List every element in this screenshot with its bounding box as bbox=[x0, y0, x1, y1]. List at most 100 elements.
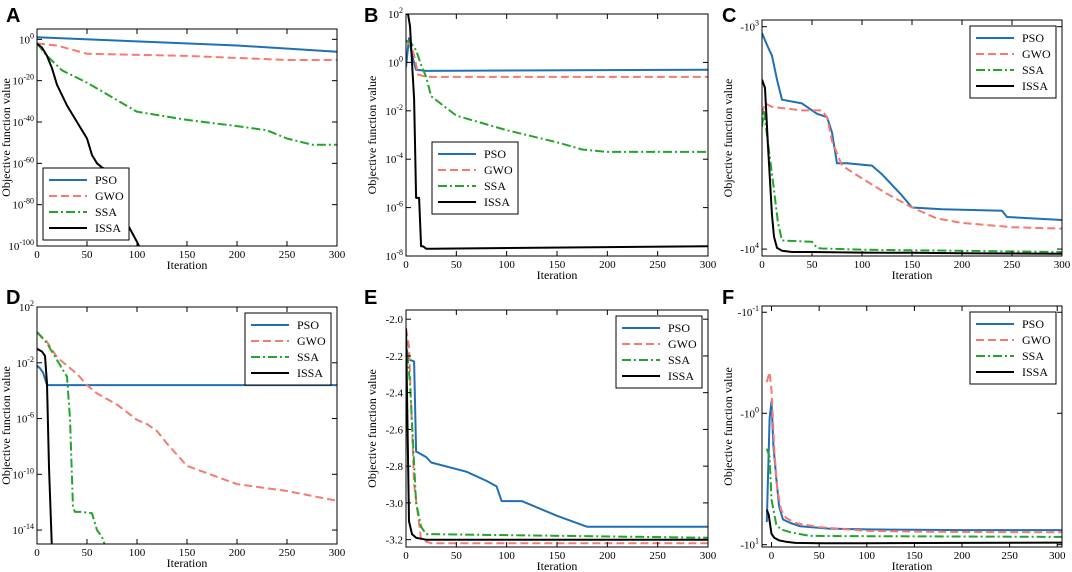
x-tick-label: 250 bbox=[649, 259, 666, 271]
y-tick-label: -3.0 bbox=[386, 498, 404, 510]
x-tick-label: 50 bbox=[82, 547, 94, 559]
x-tick-label: 200 bbox=[599, 550, 616, 562]
plot-frame bbox=[761, 305, 1063, 548]
series-group bbox=[762, 32, 1062, 255]
legend: PSO GWO SSA ISSA bbox=[42, 167, 130, 241]
x-tick-label: 250 bbox=[1001, 550, 1018, 562]
series-ssa-line bbox=[37, 331, 106, 544]
legend-label-gwo: GWO bbox=[95, 189, 124, 203]
y-tick-label: -2.4 bbox=[386, 388, 404, 400]
x-tick-label: 0 bbox=[769, 550, 775, 562]
x-tick-label: 50 bbox=[451, 550, 463, 562]
y-tick-label: -2.2 bbox=[386, 351, 403, 363]
x-tick-label: 0 bbox=[759, 259, 765, 271]
y-axis-label: Objective function value bbox=[721, 367, 735, 486]
y-tick-label: -10-1 bbox=[738, 304, 759, 319]
x-axis-label: Iteration bbox=[167, 258, 208, 272]
panel-letter: B bbox=[364, 5, 378, 27]
legend-label-ssa: SSA bbox=[95, 205, 117, 219]
series-ssa-line bbox=[406, 337, 708, 539]
legend-label-pso: PSO bbox=[95, 173, 117, 187]
series-issa-line bbox=[406, 14, 708, 250]
series-gwo-line bbox=[37, 331, 337, 502]
legend-label-ssa: SSA bbox=[1022, 63, 1044, 77]
y-tick-label: 10-60 bbox=[12, 155, 34, 170]
series-group bbox=[765, 371, 1062, 545]
legend-label-pso: PSO bbox=[297, 318, 319, 332]
y-tick-label: 10-10 bbox=[12, 466, 34, 481]
x-tick-label: 100 bbox=[129, 547, 146, 559]
series-ssa-line bbox=[762, 109, 1062, 253]
legend-label-pso: PSO bbox=[1022, 31, 1044, 45]
x-tick-label: 250 bbox=[279, 249, 296, 261]
x-tick-label: 300 bbox=[700, 550, 717, 562]
legend: PSO GWO SSA ISSA bbox=[431, 141, 519, 215]
legend-label-pso: PSO bbox=[484, 147, 506, 161]
y-tick-label: 102 bbox=[388, 6, 403, 21]
y-tick-label: -101 bbox=[740, 537, 759, 552]
panel-letter: F bbox=[722, 287, 734, 309]
panel-f: F 0 50 100 150 200 250 300 -10-1 -100 -101 Iteratio… bbox=[721, 287, 1066, 572]
legend: PSO GWO SSA ISSA bbox=[615, 315, 703, 389]
x-tick-label: 50 bbox=[451, 259, 463, 271]
panel-letter: C bbox=[722, 5, 736, 27]
legend: PSO GWO SSA ISSA bbox=[969, 25, 1057, 99]
x-tick-label: 100 bbox=[859, 550, 876, 562]
x-tick-label: 150 bbox=[906, 550, 923, 562]
y-tick-label: 10-20 bbox=[12, 73, 34, 88]
legend-label-issa: ISSA bbox=[95, 221, 121, 235]
series-pso-line bbox=[37, 364, 337, 387]
x-tick-label: 250 bbox=[279, 547, 296, 559]
legend-label-gwo: GWO bbox=[668, 337, 697, 351]
y-tick-label: 10-8 bbox=[385, 248, 403, 263]
x-tick-label: 200 bbox=[954, 550, 971, 562]
series-ssa-line bbox=[765, 448, 1062, 538]
y-tick-label: 10-80 bbox=[12, 197, 34, 212]
x-tick-label: 250 bbox=[649, 550, 666, 562]
x-tick-label: 300 bbox=[329, 547, 346, 559]
y-tick-label: -104 bbox=[740, 241, 759, 256]
x-axis-label: Iteration bbox=[537, 268, 578, 282]
legend-label-gwo: GWO bbox=[297, 334, 326, 348]
legend-label-ssa: SSA bbox=[484, 179, 506, 193]
x-tick-label: 0 bbox=[34, 249, 40, 261]
series-gwo-line bbox=[37, 42, 337, 61]
y-axis-label: Objective function value bbox=[0, 78, 13, 197]
series-gwo-line bbox=[762, 102, 1062, 230]
x-axis-label: Iteration bbox=[892, 268, 933, 282]
x-tick-label: 200 bbox=[599, 259, 616, 271]
series-issa-line bbox=[762, 79, 1062, 255]
x-tick-label: 150 bbox=[904, 259, 921, 271]
legend-label-pso: PSO bbox=[668, 321, 690, 335]
legend-label-issa: ISSA bbox=[1022, 365, 1048, 379]
legend-label-gwo: GWO bbox=[1022, 47, 1051, 61]
y-tick-label: 10-40 bbox=[12, 114, 34, 129]
series-ssa-line bbox=[406, 39, 708, 153]
x-tick-label: 250 bbox=[1004, 259, 1021, 271]
x-tick-label: 150 bbox=[549, 259, 566, 271]
x-tick-label: 300 bbox=[329, 249, 346, 261]
y-tick-label: -3.2 bbox=[386, 535, 403, 547]
panel-letter: D bbox=[6, 287, 20, 309]
legend-label-ssa: SSA bbox=[1022, 349, 1044, 363]
x-tick-label: 50 bbox=[82, 249, 94, 261]
y-tick-label: 102 bbox=[19, 299, 34, 314]
x-tick-label: 50 bbox=[807, 259, 819, 271]
series-issa-line bbox=[406, 328, 708, 541]
series-issa-line bbox=[765, 509, 1062, 545]
plot-frame bbox=[405, 13, 709, 257]
legend-label-issa: ISSA bbox=[1022, 79, 1048, 93]
y-axis-label: Objective function value bbox=[0, 366, 13, 485]
series-gwo-line bbox=[765, 371, 1062, 534]
x-axis-label: Iteration bbox=[167, 556, 208, 570]
y-axis-label: Objective function value bbox=[365, 76, 379, 195]
y-tick-label: 10-6 bbox=[16, 411, 34, 426]
panel-e: E 0 50 100 150 200 250 300 -2.0 -2.2 -2.4 -2.6 -2.8 -… bbox=[364, 287, 717, 572]
x-axis-label: Iteration bbox=[537, 559, 578, 572]
y-tick-label: 10-4 bbox=[385, 151, 403, 166]
legend-label-issa: ISSA bbox=[484, 195, 510, 209]
y-tick-label: 100 bbox=[388, 54, 403, 69]
x-tick-label: 0 bbox=[403, 259, 409, 271]
series-group bbox=[406, 328, 708, 545]
